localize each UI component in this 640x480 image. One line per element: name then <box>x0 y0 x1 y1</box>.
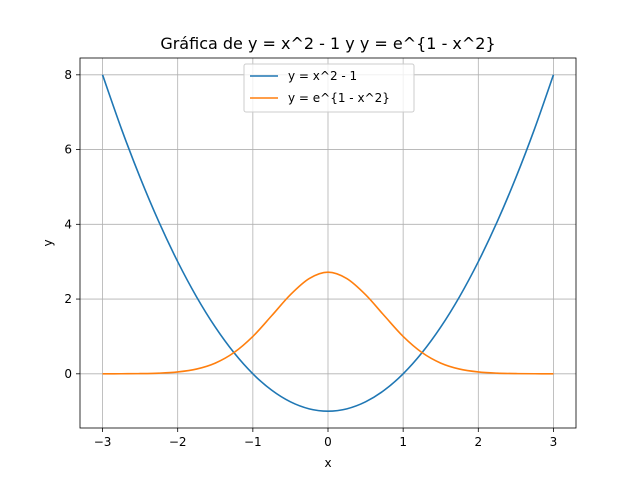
y-axis-label: y <box>41 239 55 246</box>
x-tick-label: 2 <box>474 435 482 449</box>
x-tick-label: −2 <box>169 435 187 449</box>
y-tick-label: 0 <box>64 367 72 381</box>
y-tick-label: 6 <box>64 143 72 157</box>
x-tick-label: 3 <box>550 435 558 449</box>
y-tick-label: 4 <box>64 217 72 231</box>
x-tick-label: −1 <box>244 435 262 449</box>
legend-box <box>243 63 415 113</box>
x-axis-label: x <box>324 456 331 470</box>
x-tick-label: 0 <box>324 435 332 449</box>
y-tick-label: 2 <box>64 292 72 306</box>
legend-label-2: y = e^{1 - x^2} <box>288 91 390 105</box>
series-lines <box>101 74 555 412</box>
series-line-1 <box>101 74 555 412</box>
series-line-2 <box>102 271 554 375</box>
legend: y = x^2 - 1 y = e^{1 - x^2} <box>243 63 415 113</box>
x-tick-label: −3 <box>94 435 112 449</box>
legend-label-1: y = x^2 - 1 <box>288 69 357 83</box>
chart-title: Gráfica de y = x^2 - 1 y y = e^{1 - x^2} <box>160 34 495 53</box>
axis-ticks: −3 −2 −1 0 1 2 3 0 2 4 6 8 <box>64 68 557 449</box>
y-tick-label: 8 <box>64 68 72 82</box>
x-tick-label: 1 <box>399 435 407 449</box>
